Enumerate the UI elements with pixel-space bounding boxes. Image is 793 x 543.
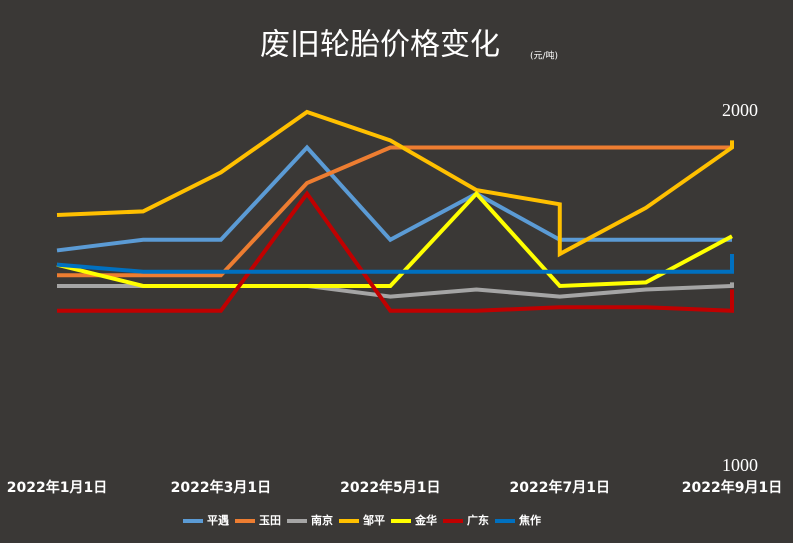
line xyxy=(56,144,732,253)
legend-label: 金华 xyxy=(414,513,437,527)
line xyxy=(56,190,733,288)
line xyxy=(57,145,732,278)
legend-label: 焦作 xyxy=(518,513,541,527)
legend-label: 南京 xyxy=(311,513,333,527)
legend-label: 平遇 xyxy=(207,514,229,527)
y-tick-label: 2000 xyxy=(722,100,758,120)
x-tick-label: 2022年3月1日 xyxy=(171,479,271,496)
legend-label: 邹平 xyxy=(362,513,385,527)
x-tick-label: 2022年7月1日 xyxy=(510,479,610,496)
legend-label: 广东 xyxy=(467,513,489,527)
line xyxy=(56,109,734,258)
x-tick-label: 2022年9月1日 xyxy=(682,479,782,496)
x-tick-label: 2022年1月1日 xyxy=(7,479,107,496)
chart-subtitle: (元/吨) xyxy=(530,50,558,62)
line xyxy=(57,190,734,313)
y-tick-label: 1000 xyxy=(722,455,758,475)
x-tick-label: 2022年5月1日 xyxy=(340,479,440,496)
line xyxy=(56,254,734,274)
legend-label: 玉田 xyxy=(259,514,281,527)
chart-title: 废旧轮胎价格变化 xyxy=(260,28,500,63)
